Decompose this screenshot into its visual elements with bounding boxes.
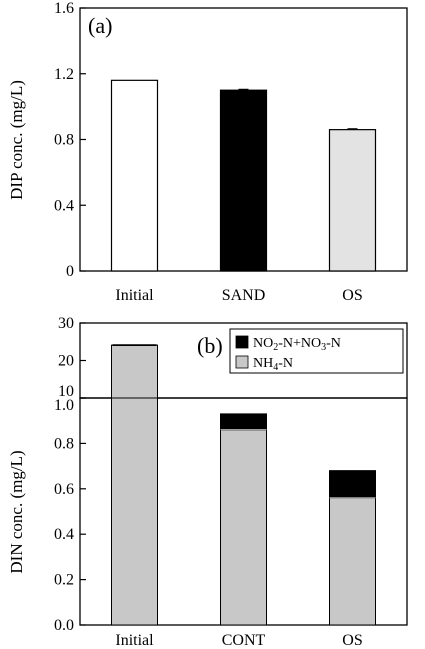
panel-b-upper-y-tick-label: 20 <box>58 353 74 370</box>
panel-b-upper-y-tick-label: 30 <box>58 315 74 332</box>
panel-a-y-tick-label: 1.2 <box>54 66 74 83</box>
legend-label: NO2-N+NO3-N <box>253 336 341 353</box>
panel-b-y-ticks: 10 20 30 0.0 0.2 0.4 0.6 0.8 1.0 <box>54 315 86 634</box>
panel-b-bar-cont-nh4 <box>220 429 267 626</box>
legend-label: NH4-N <box>253 356 293 373</box>
panel-a-label: (a) <box>88 13 112 38</box>
panel-a-bar-initial <box>110 79 159 272</box>
legend-swatch <box>235 335 249 349</box>
panel-a-x-tick-label: OS <box>342 287 362 304</box>
panel-b-bar-os-no2no3 <box>329 470 376 499</box>
panel-a-y-axis-label: DIP conc. (mg/L) <box>7 80 26 200</box>
panel-b-lower-y-tick-label: 0.6 <box>54 481 74 498</box>
panel-a-bar-sand <box>219 89 268 272</box>
legend-swatch <box>235 355 249 369</box>
panel-a-y-tick-label: 0.4 <box>54 197 74 214</box>
panel-a-x-labels: Initial SAND OS <box>115 287 362 304</box>
panel-b-lower-y-tick-label: 0.0 <box>54 617 74 634</box>
panel-b-x-tick-label: Initial <box>115 632 154 649</box>
panel-b-x-tick-label: CONT <box>222 632 266 649</box>
panel-b-upper-y-tick-label: 10 <box>58 383 74 400</box>
panel-a-x-tick-label: Initial <box>115 287 154 304</box>
panel-a-y-ticks: 0 0.4 0.8 1.2 1.6 <box>54 0 86 280</box>
panel-b-bar-initial-nh4-lower <box>111 397 158 626</box>
panel-b-lower-y-tick-label: 0.4 <box>54 526 74 543</box>
panel-b-bar-initial-nh4-upper <box>111 344 158 399</box>
panel-b: 10 20 30 0.0 0.2 0.4 0.6 0.8 1.0 Initial CONT OS (… <box>7 315 408 649</box>
panel-a-y-tick-label: 1.6 <box>54 0 74 17</box>
panel-a-y-tick-label: 0 <box>66 263 74 280</box>
panel-b-x-labels: Initial CONT OS <box>115 632 362 649</box>
panel-b-bars <box>111 344 376 626</box>
panel-a-x-tick-label: SAND <box>222 287 266 304</box>
legend-entries: NO2-N+NO3-N NH4-N <box>235 335 341 373</box>
panel-a-bar-os <box>328 129 377 272</box>
panel-b-bar-cont-no2no3 <box>220 413 267 431</box>
panel-a-y-tick-label: 0.8 <box>54 132 74 149</box>
panel-b-lower-y-tick-label: 1.0 <box>54 397 74 414</box>
panel-b-x-tick-label: OS <box>342 632 362 649</box>
panel-b-lower-y-tick-label: 0.8 <box>54 435 74 452</box>
panel-a: 0 0.4 0.8 1.2 1.6 Initial SAND OS (a) DIP conc… <box>7 0 408 304</box>
panel-a-bars <box>110 79 377 272</box>
legend-box <box>229 328 404 374</box>
legend: NO2-N+NO3-N NH4-N <box>229 328 404 374</box>
panel-b-bar-os-nh4 <box>329 497 376 626</box>
panel-b-label: (b) <box>197 333 223 358</box>
panel-b-lower-y-tick-label: 0.2 <box>54 572 74 589</box>
panel-b-y-axis-label: DIN conc. (mg/L) <box>7 450 26 573</box>
